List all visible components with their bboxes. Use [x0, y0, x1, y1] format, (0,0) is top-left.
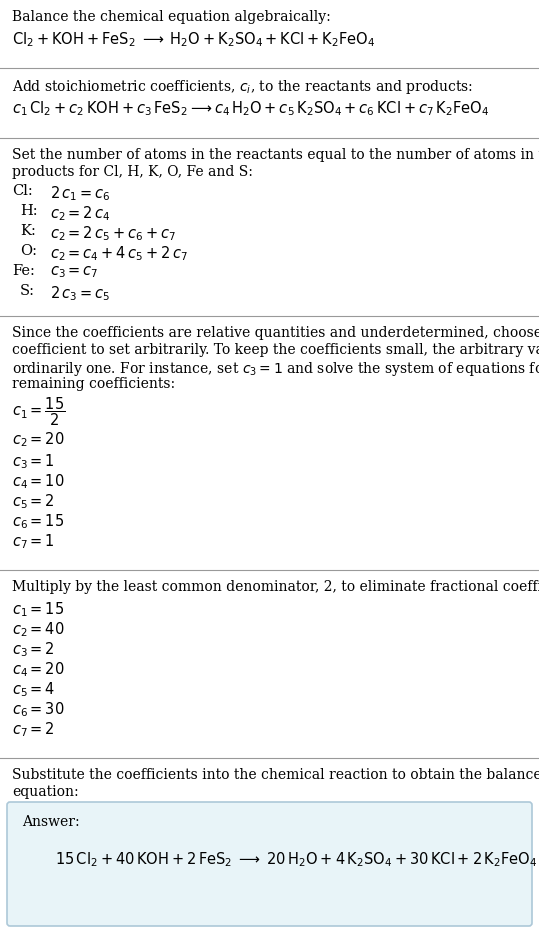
Text: $15\,\mathrm{Cl}_2 + 40\,\mathrm{KOH} + 2\,\mathrm{FeS}_2 \;\longrightarrow\; 20: $15\,\mathrm{Cl}_2 + 40\,\mathrm{KOH} + …: [55, 850, 537, 869]
Text: $c_1\,\mathrm{Cl}_2 + c_2\,\mathrm{KOH} + c_3\,\mathrm{FeS}_2 \longrightarrow c_: $c_1\,\mathrm{Cl}_2 + c_2\,\mathrm{KOH} …: [12, 99, 489, 117]
Text: $c_2 = 40$: $c_2 = 40$: [12, 620, 65, 638]
Text: $c_5 = 4$: $c_5 = 4$: [12, 680, 56, 699]
Text: S:: S:: [20, 284, 35, 298]
Text: Multiply by the least common denominator, 2, to eliminate fractional coefficient: Multiply by the least common denominator…: [12, 580, 539, 594]
Text: $2\,c_1 = c_6$: $2\,c_1 = c_6$: [50, 184, 110, 202]
Text: $c_7 = 2$: $c_7 = 2$: [12, 720, 55, 739]
Text: $\mathrm{Cl}_2 + \mathrm{KOH} + \mathrm{FeS}_2 \;\longrightarrow\; \mathrm{H_2O}: $\mathrm{Cl}_2 + \mathrm{KOH} + \mathrm{…: [12, 30, 376, 48]
Text: Substitute the coefficients into the chemical reaction to obtain the balanced: Substitute the coefficients into the che…: [12, 768, 539, 782]
Text: ordinarily one. For instance, set $c_3 = 1$ and solve the system of equations fo: ordinarily one. For instance, set $c_3 =…: [12, 360, 539, 378]
Text: $c_3 = 2$: $c_3 = 2$: [12, 640, 55, 659]
Text: $c_2 = c_4 + 4\,c_5 + 2\,c_7$: $c_2 = c_4 + 4\,c_5 + 2\,c_7$: [50, 244, 188, 263]
Text: $c_1 = \dfrac{15}{2}$: $c_1 = \dfrac{15}{2}$: [12, 395, 66, 428]
Text: H:: H:: [20, 204, 38, 218]
Text: $c_7 = 1$: $c_7 = 1$: [12, 532, 55, 551]
Text: $c_5 = 2$: $c_5 = 2$: [12, 492, 55, 511]
Text: products for Cl, H, K, O, Fe and S:: products for Cl, H, K, O, Fe and S:: [12, 165, 253, 179]
Text: Cl:: Cl:: [12, 184, 33, 198]
FancyBboxPatch shape: [7, 802, 532, 926]
Text: $c_2 = 2\,c_4$: $c_2 = 2\,c_4$: [50, 204, 110, 223]
Text: $c_2 = 2\,c_5 + c_6 + c_7$: $c_2 = 2\,c_5 + c_6 + c_7$: [50, 224, 176, 242]
Text: $2\,c_3 = c_5$: $2\,c_3 = c_5$: [50, 284, 110, 303]
Text: $c_4 = 20$: $c_4 = 20$: [12, 660, 65, 678]
Text: K:: K:: [20, 224, 36, 238]
Text: $c_3 = 1$: $c_3 = 1$: [12, 452, 55, 471]
Text: Since the coefficients are relative quantities and underdetermined, choose a: Since the coefficients are relative quan…: [12, 326, 539, 340]
Text: $c_3 = c_7$: $c_3 = c_7$: [50, 264, 99, 280]
Text: Answer:: Answer:: [22, 815, 80, 829]
Text: Balance the chemical equation algebraically:: Balance the chemical equation algebraica…: [12, 10, 331, 24]
Text: Set the number of atoms in the reactants equal to the number of atoms in the: Set the number of atoms in the reactants…: [12, 148, 539, 162]
Text: Fe:: Fe:: [12, 264, 35, 278]
Text: O:: O:: [20, 244, 37, 258]
Text: $c_1 = 15$: $c_1 = 15$: [12, 600, 64, 619]
Text: coefficient to set arbitrarily. To keep the coefficients small, the arbitrary va: coefficient to set arbitrarily. To keep …: [12, 343, 539, 357]
Text: $c_6 = 30$: $c_6 = 30$: [12, 700, 65, 719]
Text: Add stoichiometric coefficients, $c_i$, to the reactants and products:: Add stoichiometric coefficients, $c_i$, …: [12, 78, 473, 96]
Text: equation:: equation:: [12, 785, 79, 799]
Text: $c_4 = 10$: $c_4 = 10$: [12, 472, 65, 491]
Text: remaining coefficients:: remaining coefficients:: [12, 377, 175, 391]
Text: $c_2 = 20$: $c_2 = 20$: [12, 430, 65, 448]
Text: $c_6 = 15$: $c_6 = 15$: [12, 512, 64, 530]
